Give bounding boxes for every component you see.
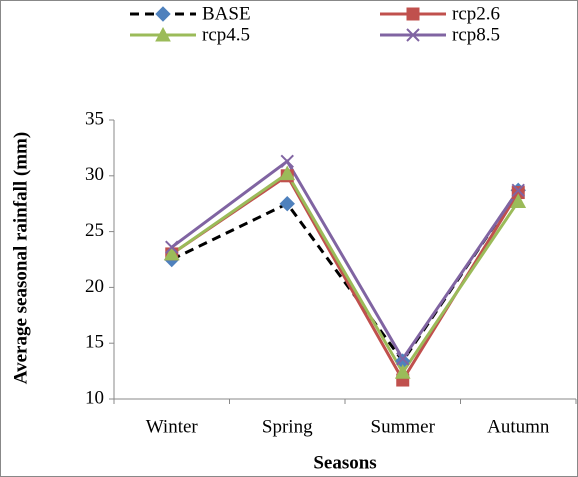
x-tick-label: Spring bbox=[262, 416, 313, 437]
legend-entry: rcp4.5 bbox=[130, 24, 250, 45]
marker bbox=[510, 193, 527, 208]
y-tick-label: 15 bbox=[85, 332, 104, 353]
legend-marker bbox=[406, 7, 420, 21]
legend-label: rcp4.5 bbox=[202, 24, 250, 45]
marker bbox=[163, 245, 180, 261]
legend-label: rcp2.6 bbox=[452, 3, 500, 24]
marker bbox=[280, 154, 294, 168]
y-tick-label: 35 bbox=[85, 108, 104, 129]
legend-label: rcp8.5 bbox=[452, 24, 500, 45]
legend-entry: rcp8.5 bbox=[380, 24, 500, 45]
legend-entry: rcp2.6 bbox=[380, 3, 500, 24]
marker bbox=[396, 352, 410, 366]
y-tick-label: 30 bbox=[85, 164, 104, 185]
marker bbox=[279, 195, 295, 212]
x-tick-label: Autumn bbox=[487, 416, 550, 437]
x-tick-label: Summer bbox=[371, 416, 436, 437]
y-axis-title: Average seasonal rainfall (mm) bbox=[10, 132, 31, 384]
y-tick-label: 25 bbox=[85, 220, 104, 241]
legend-marker bbox=[406, 28, 420, 42]
legend-marker bbox=[155, 26, 171, 42]
legend-label: BASE bbox=[202, 3, 251, 24]
legend-entry: BASE bbox=[130, 3, 251, 24]
marker bbox=[394, 364, 411, 379]
series-line bbox=[170, 171, 520, 376]
y-tick-label: 10 bbox=[85, 387, 104, 408]
marker bbox=[279, 165, 296, 181]
x-axis-title: Seasons bbox=[313, 452, 376, 473]
y-tick-label: 20 bbox=[85, 276, 104, 297]
series-line bbox=[170, 159, 520, 362]
marker bbox=[511, 183, 525, 198]
legend-marker bbox=[155, 6, 171, 22]
marker bbox=[165, 240, 179, 254]
x-tick-label: Winter bbox=[146, 416, 199, 437]
